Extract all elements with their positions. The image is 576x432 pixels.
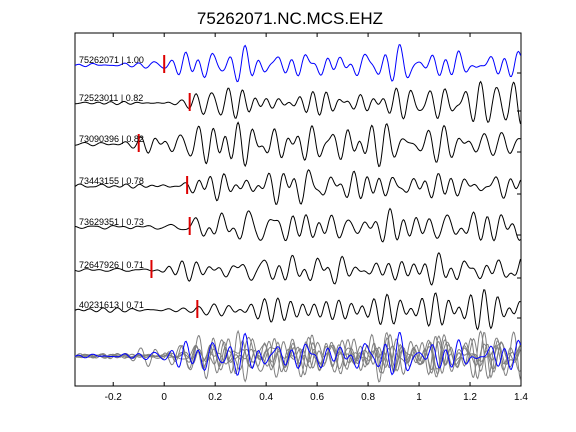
x-axis: -0.2 0 0.2 0.4 0.6 0.8 1 1.2 1.4 — [105, 33, 528, 403]
x-tick-label: 0.8 — [361, 392, 375, 403]
trace-label: 40231613 | 0.71 — [79, 300, 144, 310]
stack-trace-line — [74, 331, 521, 380]
trace-line — [74, 80, 521, 125]
x-tick-label: -0.2 — [105, 392, 123, 403]
trace-label: 73090396 | 0.82 — [79, 134, 144, 144]
plot-frame — [74, 32, 522, 387]
trace-line — [74, 207, 521, 243]
x-tick-label: 1 — [416, 392, 422, 403]
trace-line — [74, 121, 521, 168]
trace-label: 73629351 | 0.73 — [79, 217, 144, 227]
stack-trace-line — [74, 332, 521, 376]
trace-label: 75262071 | 1.00 — [79, 55, 144, 65]
chart-title: 75262071.NC.MCS.EHZ — [197, 9, 383, 28]
x-tick-label: 0.2 — [208, 392, 222, 403]
x-tick-label: 0.4 — [259, 392, 273, 403]
x-tick-label: 0.6 — [310, 392, 324, 403]
stacked-traces — [74, 329, 521, 383]
x-tick-label: 0 — [161, 392, 167, 403]
trace-line — [74, 44, 521, 83]
trace-label: 72523011 | 0.82 — [79, 93, 143, 103]
x-tick-label: 1.4 — [514, 392, 528, 403]
trace-line — [74, 169, 521, 205]
trace-label: 72647926 | 0.71 — [79, 260, 144, 270]
trace-label: 73443155 | 0.78 — [79, 176, 144, 186]
x-tick-label: 1.2 — [463, 392, 477, 403]
trace-group: 75262071 | 1.00 72523011 | 0.82 73090396 |… — [74, 44, 521, 331]
trace-line — [74, 251, 521, 286]
trace-line — [74, 289, 521, 331]
